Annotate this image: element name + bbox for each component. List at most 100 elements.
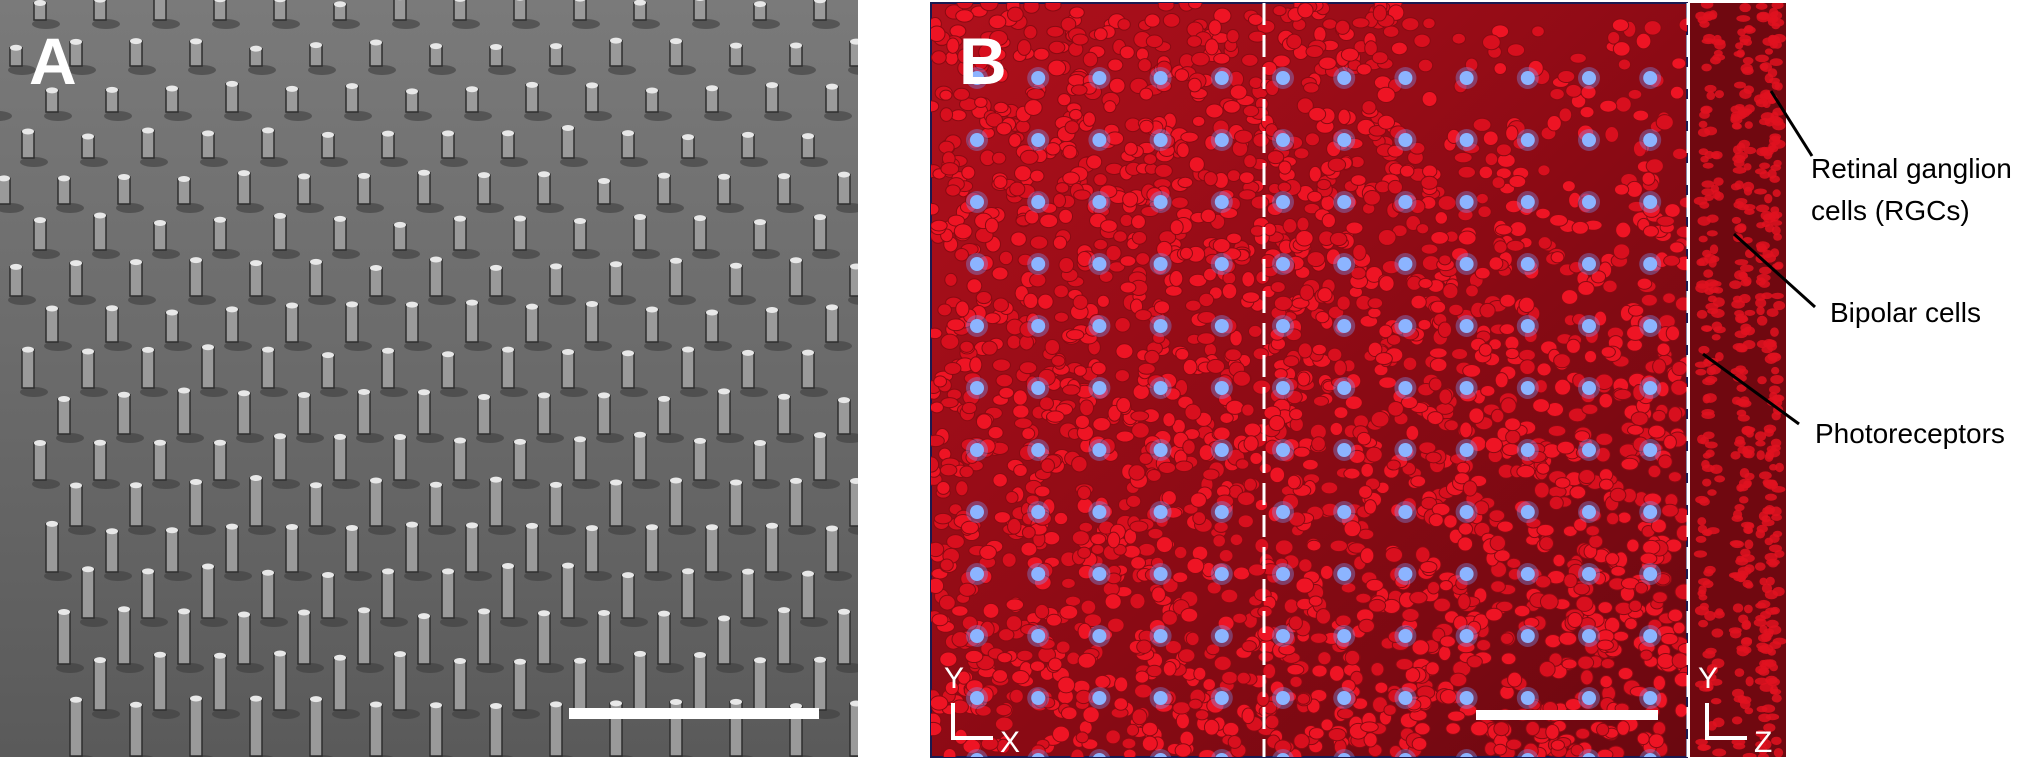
- cell: [1535, 207, 1551, 220]
- pillar-top: [10, 263, 22, 270]
- cell: [931, 50, 947, 65]
- cell: [1170, 196, 1189, 209]
- cell: [1315, 608, 1332, 625]
- side-cell: [1741, 521, 1754, 529]
- pillar-shadow: [92, 479, 120, 489]
- pillar-shadow: [512, 249, 540, 259]
- pillar-top: [82, 566, 94, 573]
- pillar: [369, 41, 383, 67]
- cell: [1020, 541, 1038, 557]
- side-cell: [1704, 279, 1719, 287]
- pillar-top: [130, 482, 142, 489]
- cell: [998, 250, 1014, 266]
- callout-line: [1702, 352, 1800, 426]
- cell: [1648, 733, 1665, 749]
- cell: [1146, 664, 1163, 678]
- pillar-top: [826, 525, 838, 532]
- cell: [1599, 675, 1613, 689]
- pillar: [153, 0, 167, 21]
- pillar: [309, 698, 323, 757]
- pillar-top: [670, 477, 682, 484]
- side-cell: [1766, 619, 1779, 629]
- pillar: [898, 619, 910, 664]
- pillar-shadow: [560, 157, 588, 167]
- cell: [1075, 689, 1092, 705]
- pillar: [849, 480, 858, 527]
- pillar-top: [898, 175, 910, 181]
- cell: [1203, 718, 1220, 736]
- cell: [1468, 407, 1485, 424]
- cell: [1029, 235, 1049, 250]
- pillar-shadow: [788, 65, 816, 75]
- pillar: [261, 129, 275, 159]
- pillar-shadow: [56, 203, 84, 213]
- cell: [1289, 408, 1304, 421]
- pillar: [165, 529, 179, 573]
- pillars: [0, 0, 910, 757]
- cell: [992, 358, 1011, 372]
- side-cell: [1742, 449, 1753, 458]
- cell: [991, 151, 1007, 165]
- cell: [1126, 723, 1140, 737]
- pillar-top: [286, 85, 298, 92]
- pillar-top: [154, 651, 166, 658]
- side-cell: [1763, 479, 1778, 489]
- cell: [1386, 459, 1401, 471]
- pillar-top: [106, 305, 118, 312]
- pillar: [273, 0, 287, 21]
- cell: [1428, 347, 1448, 359]
- cell: [1060, 16, 1077, 32]
- cell: [1169, 219, 1184, 236]
- pillar: [862, 354, 874, 388]
- pillar: [285, 304, 299, 343]
- pillar: [573, 438, 587, 481]
- pillar-shadow: [536, 663, 564, 673]
- side-cell: [1740, 278, 1752, 287]
- pillar-top: [550, 481, 562, 488]
- side-cell: [1756, 245, 1768, 253]
- pillar-shadow: [836, 203, 858, 213]
- cell: [1174, 460, 1194, 473]
- pillar-top: [826, 304, 838, 311]
- pillar-top: [526, 81, 538, 88]
- cell: [1238, 171, 1255, 184]
- pillar-top: [106, 86, 118, 93]
- cell: [1434, 211, 1448, 225]
- side-cell: [1698, 744, 1711, 751]
- pillar: [381, 349, 395, 389]
- cell: [1283, 598, 1299, 614]
- pillar-top: [70, 482, 82, 489]
- electrode: [1460, 753, 1473, 757]
- cell: [931, 327, 943, 340]
- pillar: [477, 174, 491, 205]
- cell: [1563, 573, 1578, 589]
- pillar-top: [862, 351, 874, 357]
- cell: [1039, 213, 1059, 229]
- pillar-shadow: [608, 295, 636, 305]
- pillar-shadow: [836, 663, 858, 673]
- cell: [993, 511, 1011, 524]
- cell: [1372, 4, 1387, 22]
- cell: [955, 480, 969, 497]
- side-cell: [1698, 619, 1709, 628]
- side-cell: [1735, 398, 1748, 407]
- pillar-top: [516, 0, 524, 1]
- side-cell: [1730, 572, 1741, 579]
- cell: [1344, 649, 1361, 666]
- pillar-top: [838, 171, 850, 178]
- side-cell: [1741, 66, 1754, 76]
- cell: [1313, 26, 1327, 43]
- cell: [1164, 387, 1181, 401]
- cell: [1232, 612, 1247, 624]
- cell: [957, 48, 971, 64]
- pillar-shadow: [212, 709, 240, 719]
- cell: [1675, 225, 1687, 239]
- cell: [1252, 379, 1272, 395]
- cell: [1645, 158, 1664, 174]
- pillar-top: [802, 349, 814, 356]
- cell: [1462, 480, 1478, 497]
- pillar-shadow: [716, 663, 744, 673]
- pillar-top: [790, 703, 802, 710]
- cell: [1064, 120, 1080, 135]
- cell: [1602, 279, 1618, 294]
